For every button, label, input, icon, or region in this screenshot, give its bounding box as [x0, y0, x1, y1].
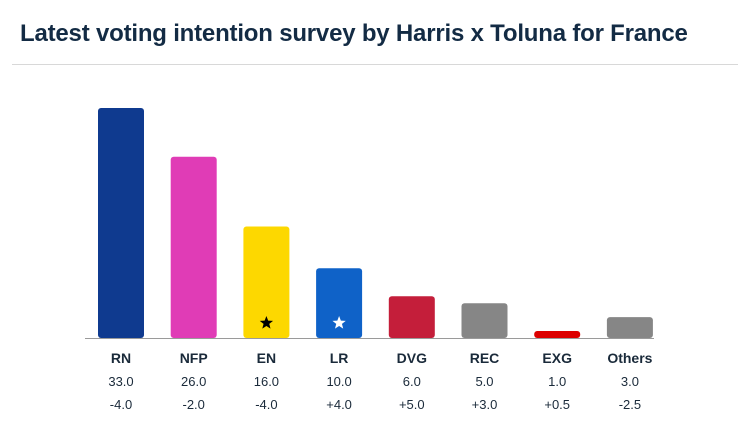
- change-label-dvg: +5.0: [399, 397, 425, 412]
- category-label-rn: RN: [111, 350, 131, 366]
- bar-exg: [534, 331, 581, 338]
- category-label-others: Others: [607, 350, 652, 366]
- bar-rn: [98, 108, 144, 338]
- value-label-others: 3.0: [621, 374, 639, 389]
- bar-dvg: [388, 296, 435, 338]
- value-label-nfp: 26.0: [181, 374, 206, 389]
- chart-title: Latest voting intention survey by Harris…: [20, 20, 688, 47]
- category-label-lr: LR: [330, 350, 349, 366]
- value-label-lr: 10.0: [326, 374, 351, 389]
- title-divider: [12, 64, 738, 65]
- category-label-dvg: DVG: [397, 350, 427, 366]
- change-label-nfp: -2.0: [182, 397, 204, 412]
- bar-lr: [316, 268, 363, 338]
- change-label-rec: +3.0: [472, 397, 498, 412]
- change-label-others: -2.5: [619, 397, 641, 412]
- category-label-rec: REC: [470, 350, 500, 366]
- category-label-en: EN: [257, 350, 276, 366]
- star-icon: [259, 316, 274, 329]
- change-label-rn: -4.0: [110, 397, 132, 412]
- category-label-exg: EXG: [542, 350, 572, 366]
- bar-nfp: [170, 156, 217, 338]
- bar-en: [243, 226, 290, 338]
- change-label-exg: +0.5: [544, 397, 570, 412]
- bar-others: [606, 317, 653, 338]
- change-label-en: -4.0: [255, 397, 277, 412]
- category-label-nfp: NFP: [180, 350, 208, 366]
- value-label-exg: 1.0: [548, 374, 566, 389]
- value-label-rn: 33.0: [108, 374, 133, 389]
- bar-rec: [461, 303, 508, 338]
- value-label-en: 16.0: [254, 374, 279, 389]
- value-label-dvg: 6.0: [403, 374, 421, 389]
- change-label-lr: +4.0: [326, 397, 352, 412]
- value-label-rec: 5.0: [475, 374, 493, 389]
- star-icon: [332, 316, 346, 329]
